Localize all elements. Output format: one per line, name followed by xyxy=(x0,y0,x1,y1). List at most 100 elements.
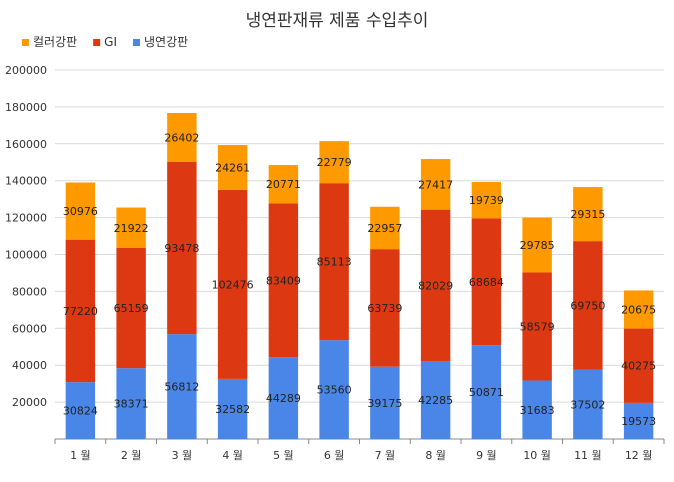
chart-title: 냉연판재류 제품 수입추이 xyxy=(246,11,429,31)
bar-segment xyxy=(573,187,603,242)
bar-segment xyxy=(65,382,96,439)
bar-segment xyxy=(319,141,349,184)
bar-segment xyxy=(370,206,400,250)
bar-segment xyxy=(217,189,248,379)
data-label: 27417 xyxy=(418,178,453,191)
data-label: 39175 xyxy=(367,397,402,410)
bar-segment xyxy=(319,340,349,439)
bar-segment xyxy=(522,380,552,439)
legend-swatch xyxy=(93,39,101,46)
data-label: 22779 xyxy=(317,156,352,169)
x-tick-label: 8 월 xyxy=(425,449,446,462)
bar-segment xyxy=(623,402,654,439)
data-label: 30824 xyxy=(63,405,98,418)
x-tick-label: 1 월 xyxy=(70,449,91,462)
bar-segment xyxy=(471,182,502,219)
legend-label: 냉연강판 xyxy=(144,35,188,49)
bar-segment xyxy=(167,334,197,439)
bar-segment xyxy=(370,366,400,439)
x-tick-label: 4 월 xyxy=(222,449,243,462)
y-axis: 20000 40000 60000 80000 100000 120000 140000 16… xyxy=(5,64,47,409)
bar-segment xyxy=(420,159,451,210)
x-tick-label: 10 월 xyxy=(523,449,551,462)
y-tick-label: 200000 xyxy=(5,64,47,77)
bar-segment xyxy=(268,357,299,439)
data-label: 69750 xyxy=(570,299,605,312)
data-label: 85113 xyxy=(317,256,352,269)
bar-segment xyxy=(116,247,146,369)
y-tick-label: 180000 xyxy=(5,101,47,114)
bar-segment xyxy=(167,113,197,162)
bar-segment xyxy=(522,272,552,381)
x-tick-label: 6 월 xyxy=(324,449,345,462)
y-tick-label: 60000 xyxy=(12,322,47,335)
data-label: 30976 xyxy=(63,205,98,218)
data-label: 77220 xyxy=(63,305,98,318)
data-label: 68684 xyxy=(469,276,504,289)
y-tick-label: 120000 xyxy=(5,212,47,225)
y-tick-label: 80000 xyxy=(12,285,47,298)
data-label: 20771 xyxy=(266,178,301,191)
bar-segment xyxy=(116,207,146,248)
data-label: 82029 xyxy=(418,279,453,292)
x-tick-label: 7 월 xyxy=(375,449,396,462)
data-label: 19573 xyxy=(621,415,656,428)
bar-segment xyxy=(116,368,146,439)
data-label: 24261 xyxy=(215,161,250,174)
bar-segment xyxy=(268,165,299,204)
legend-swatch xyxy=(133,39,141,46)
data-label: 19739 xyxy=(469,194,504,207)
bar-segment xyxy=(471,345,502,439)
data-label: 50871 xyxy=(469,386,504,399)
data-label: 63739 xyxy=(367,302,402,315)
legend-label: 컬러강판 xyxy=(33,35,77,49)
data-label: 29315 xyxy=(570,208,605,221)
data-label: 31683 xyxy=(520,404,555,417)
data-label: 20675 xyxy=(621,304,656,317)
data-label: 58579 xyxy=(520,321,555,334)
data-label: 56812 xyxy=(164,381,199,394)
data-label: 37502 xyxy=(570,398,605,411)
bar-segment xyxy=(217,378,248,439)
legend: 컬러강판 GI 냉연강판 xyxy=(22,35,188,49)
bars xyxy=(65,113,654,439)
data-label: 102476 xyxy=(212,278,254,291)
legend-swatch xyxy=(22,39,29,46)
data-label: 29785 xyxy=(520,239,555,252)
bar-segment xyxy=(65,239,96,383)
gridlines xyxy=(55,69,664,440)
x-tick-label: 11 월 xyxy=(574,449,602,462)
y-tick-label: 140000 xyxy=(5,175,47,188)
bar-segment xyxy=(420,360,451,439)
data-label: 42285 xyxy=(418,394,453,407)
data-label: 26402 xyxy=(164,131,199,144)
data-label: 40275 xyxy=(621,360,656,373)
data-label: 53560 xyxy=(317,384,352,397)
bar-segment xyxy=(65,182,96,240)
x-tick-label: 3 월 xyxy=(172,449,193,462)
bar-segment xyxy=(167,161,197,335)
bar-segment xyxy=(268,203,299,358)
bar-segment xyxy=(370,249,400,367)
data-label: 21922 xyxy=(114,222,149,235)
data-label: 65159 xyxy=(114,302,149,315)
bar-segment xyxy=(623,328,654,403)
data-label: 44289 xyxy=(266,392,301,405)
bar-segment xyxy=(573,369,603,439)
x-tick-label: 12 월 xyxy=(625,449,653,462)
y-tick-label: 20000 xyxy=(12,396,47,409)
y-tick-label: 40000 xyxy=(12,359,47,372)
bar-segment xyxy=(522,217,552,273)
x-axis: 1 월 2 월 3 월 4 월 5 월 6 월 7 월 8 월 9 월 10 월 11 월 12 월 xyxy=(54,439,665,462)
x-tick-label: 9 월 xyxy=(476,449,497,462)
x-tick-label: 5 월 xyxy=(273,449,294,462)
data-labels: 30824 77220 30976 38371 65159 21922 56812 93478… xyxy=(63,131,656,428)
bar-segment xyxy=(420,209,451,361)
legend-label: GI xyxy=(104,35,117,49)
data-label: 38371 xyxy=(114,398,149,411)
y-tick-label: 160000 xyxy=(5,138,47,151)
data-label: 22957 xyxy=(367,222,402,235)
bar-segment xyxy=(573,241,603,370)
x-tick-label: 2 월 xyxy=(121,449,142,462)
